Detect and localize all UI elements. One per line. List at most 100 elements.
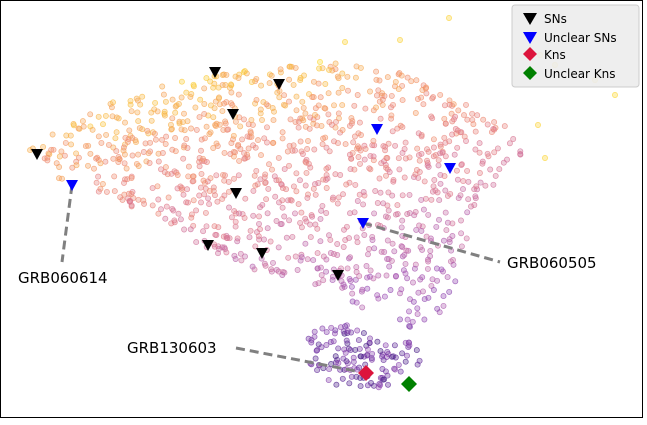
background-point	[181, 110, 187, 117]
background-point	[347, 347, 354, 354]
background-point	[213, 172, 220, 179]
background-point	[267, 238, 274, 245]
background-point	[389, 240, 396, 247]
background-point	[113, 129, 120, 136]
background-point	[158, 166, 164, 173]
background-point	[375, 87, 382, 94]
background-point	[242, 253, 248, 260]
background-point	[240, 69, 247, 76]
background-point	[135, 151, 142, 158]
background-point	[135, 196, 142, 203]
background-point	[93, 155, 100, 162]
background-point	[375, 272, 382, 279]
background-point	[292, 210, 298, 217]
background-point	[450, 261, 457, 268]
background-point	[159, 83, 166, 90]
background-point	[463, 138, 469, 144]
background-point	[178, 78, 185, 85]
background-point	[337, 324, 344, 331]
background-point	[315, 180, 322, 186]
background-point	[398, 286, 405, 293]
background-point	[256, 213, 262, 220]
background-point	[206, 131, 213, 137]
background-point	[323, 172, 330, 179]
background-point	[307, 164, 314, 171]
background-point	[388, 112, 395, 119]
background-point	[327, 250, 334, 256]
background-point	[286, 98, 292, 105]
background-point	[188, 125, 194, 132]
background-point	[323, 329, 330, 336]
background-point	[367, 166, 374, 173]
background-point	[102, 158, 109, 165]
background-point	[275, 154, 282, 161]
background-point	[444, 219, 451, 226]
background-point	[612, 92, 618, 98]
background-point	[169, 146, 176, 153]
background-point	[310, 78, 317, 85]
background-point	[461, 112, 467, 119]
background-point	[363, 263, 370, 269]
background-point	[289, 147, 296, 154]
background-point	[232, 223, 239, 230]
legend-kn-marker	[523, 47, 537, 61]
background-point	[229, 102, 236, 109]
background-point	[472, 146, 479, 153]
background-point	[262, 262, 269, 269]
background-point	[228, 214, 235, 221]
background-point	[319, 325, 326, 332]
background-point	[355, 154, 362, 160]
background-point	[479, 160, 486, 167]
background-point	[425, 211, 432, 218]
background-point	[454, 176, 461, 183]
background-point	[161, 112, 168, 119]
background-point	[213, 140, 220, 147]
background-point	[244, 154, 251, 161]
background-point	[197, 184, 204, 191]
background-point	[324, 175, 331, 182]
background-point	[122, 119, 128, 126]
annotation-grb060505: GRB060505	[507, 254, 597, 272]
background-point	[215, 84, 222, 91]
background-point	[458, 217, 464, 224]
background-point	[260, 99, 267, 106]
background-point	[360, 330, 367, 337]
background-point	[339, 102, 346, 109]
background-point	[82, 143, 89, 150]
background-point	[342, 39, 348, 45]
background-point	[178, 126, 185, 133]
background-point	[442, 209, 449, 216]
background-point	[414, 96, 421, 102]
background-point	[226, 235, 233, 242]
background-point	[212, 98, 219, 105]
background-point	[346, 151, 353, 158]
unclear-sn-marker-3	[444, 163, 456, 174]
background-point	[319, 141, 326, 148]
background-point	[387, 287, 394, 293]
background-point	[75, 154, 82, 161]
background-point	[193, 207, 200, 214]
background-point	[269, 166, 275, 173]
background-point	[145, 150, 152, 157]
background-point	[444, 192, 451, 199]
background-point	[257, 110, 264, 117]
background-point	[63, 132, 70, 139]
background-point	[472, 128, 479, 135]
background-point	[299, 98, 306, 105]
background-point	[320, 253, 327, 260]
background-point	[340, 191, 346, 198]
background-point	[253, 75, 260, 82]
background-point	[399, 217, 406, 224]
background-point	[139, 93, 146, 100]
background-point	[383, 172, 389, 179]
background-point	[352, 346, 359, 353]
background-point	[266, 161, 272, 168]
background-point	[270, 259, 276, 266]
background-point	[58, 148, 65, 155]
background-point	[450, 257, 456, 263]
background-point	[433, 223, 440, 230]
background-point	[437, 171, 444, 178]
background-point	[406, 191, 413, 198]
background-point	[180, 191, 187, 198]
background-point	[127, 97, 134, 104]
